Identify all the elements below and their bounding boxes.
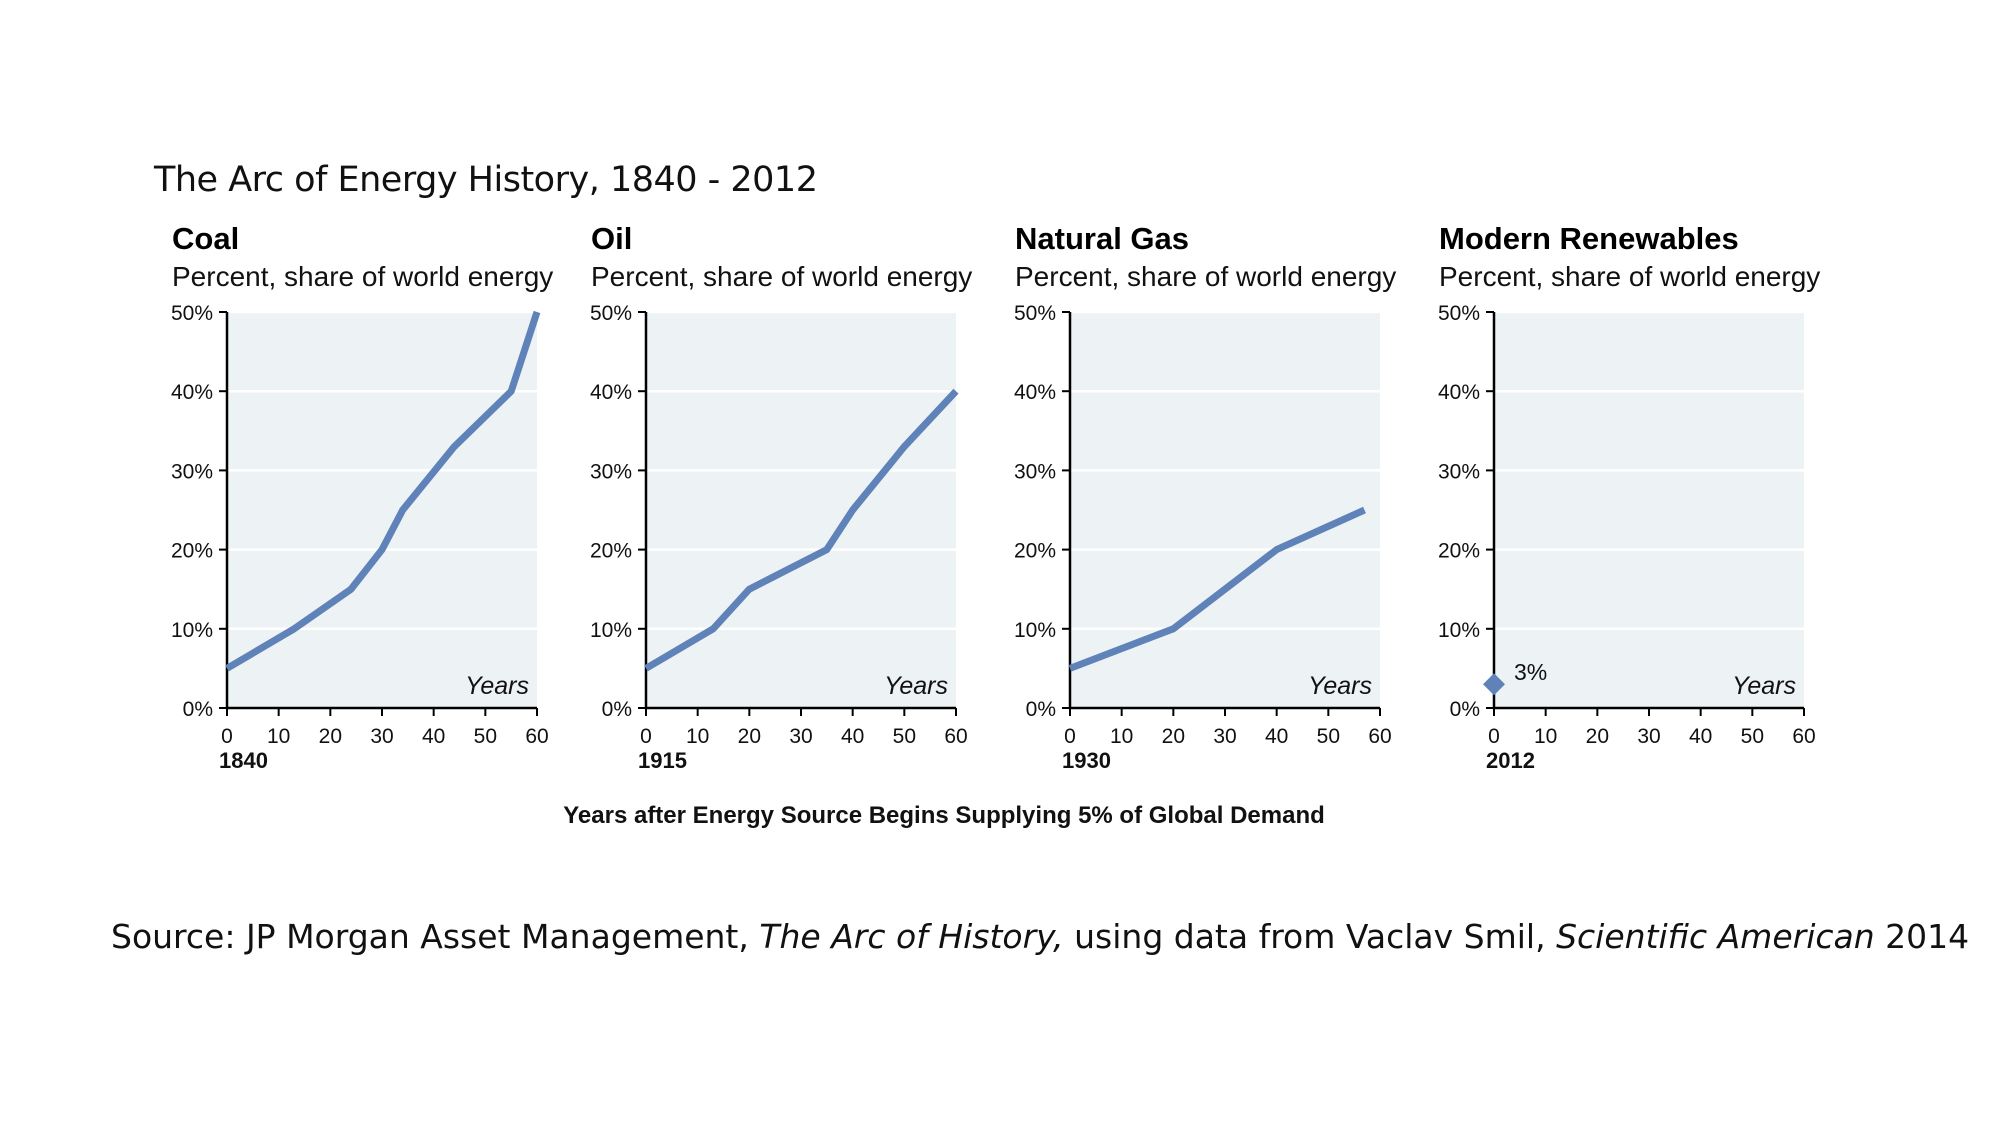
chart-panel-coal: Coal Percent, share of world energy 0% 10% 2… <box>171 221 553 773</box>
x-tick-label: 0 <box>1064 725 1076 748</box>
x-tick-label: 40 <box>1265 725 1288 748</box>
y-tick-label: 0% <box>183 698 213 721</box>
x-tick-label: 0 <box>1488 725 1500 748</box>
y-tick-label: 10% <box>1014 619 1056 642</box>
start-year-label: 2012 <box>1486 748 1535 773</box>
chart-panel-oil: Oil Percent, share of world energy 0% 10% 20… <box>590 221 972 773</box>
x-tick-label: 50 <box>1741 725 1764 748</box>
x-tick-label: 40 <box>1689 725 1712 748</box>
x-tick-label: 20 <box>1162 725 1185 748</box>
y-tick-label: 30% <box>1014 460 1056 483</box>
x-tick-label: 20 <box>319 725 342 748</box>
plot-background <box>227 312 537 708</box>
source-suffix: 2014 <box>1874 917 1970 956</box>
panel-subtitle: Percent, share of world energy <box>1015 261 1396 292</box>
x-tick-label: 50 <box>893 725 916 748</box>
series-line-oil <box>644 388 959 672</box>
y-tick-label: 40% <box>1014 381 1056 404</box>
y-tick-label: 50% <box>1438 302 1480 325</box>
x-tick-label: 10 <box>1534 725 1557 748</box>
source-middle: using data from Vaclav Smil, <box>1063 917 1557 956</box>
years-annotation: Years <box>1308 672 1372 700</box>
y-tick-label: 20% <box>590 540 632 563</box>
start-year-label: 1930 <box>1062 748 1111 773</box>
start-year-label: 1840 <box>219 748 268 773</box>
x-tick-label: 10 <box>267 725 290 748</box>
y-tick-label: 20% <box>171 540 213 563</box>
source-citation: Source: JP Morgan Asset Management, The … <box>111 917 1969 956</box>
plot-background <box>646 312 956 708</box>
x-tick-label: 60 <box>1792 725 1815 748</box>
y-tick-label: 30% <box>590 460 632 483</box>
panel-title: Modern Renewables <box>1439 221 1739 256</box>
x-tick-label: 60 <box>525 725 548 748</box>
y-tick-label: 20% <box>1438 540 1480 563</box>
plot-background <box>1494 312 1804 708</box>
series-line-coal <box>225 310 541 672</box>
y-tick-label: 10% <box>171 619 213 642</box>
data-label: 3% <box>1514 659 1547 685</box>
x-tick-label: 40 <box>841 725 864 748</box>
y-tick-label: 50% <box>1014 302 1056 325</box>
data-point-diamond <box>1483 673 1505 696</box>
y-tick-label: 50% <box>590 302 632 325</box>
x-tick-label: 0 <box>640 725 652 748</box>
chart-panel-natural-gas: Natural Gas Percent, share of world energ… <box>1014 221 1396 773</box>
x-tick-label: 30 <box>1213 725 1236 748</box>
y-tick-label: 30% <box>1438 460 1480 483</box>
y-tick-label: 0% <box>1450 698 1480 721</box>
x-tick-label: 50 <box>1317 725 1340 748</box>
x-tick-label: 30 <box>789 725 812 748</box>
x-tick-label: 10 <box>1110 725 1133 748</box>
years-annotation: Years <box>465 672 529 700</box>
x-tick-label: 50 <box>474 725 497 748</box>
source-work-title: The Arc of History, <box>759 917 1064 956</box>
shared-x-axis-label: Years after Energy Source Begins Supplyi… <box>563 802 1325 829</box>
panel-title: Coal <box>172 221 239 256</box>
y-tick-label: 50% <box>171 302 213 325</box>
y-tick-label: 40% <box>171 381 213 404</box>
y-tick-label: 40% <box>590 381 632 404</box>
panel-title: Oil <box>591 221 632 256</box>
x-tick-label: 30 <box>370 725 393 748</box>
y-tick-label: 30% <box>171 460 213 483</box>
y-tick-label: 0% <box>1026 698 1056 721</box>
x-tick-label: 0 <box>221 725 233 748</box>
x-tick-label: 30 <box>1637 725 1660 748</box>
x-tick-label: 10 <box>686 725 709 748</box>
x-tick-label: 60 <box>1368 725 1391 748</box>
start-year-label: 1915 <box>638 748 687 773</box>
source-journal: Scientific American <box>1556 917 1875 956</box>
x-tick-label: 60 <box>944 725 967 748</box>
x-tick-label: 20 <box>1586 725 1609 748</box>
page-title: The Arc of Energy History, 1840 - 2012 <box>154 160 818 200</box>
panel-title: Natural Gas <box>1015 221 1189 256</box>
y-tick-label: 10% <box>590 619 632 642</box>
plot-background <box>1070 312 1380 708</box>
panel-subtitle: Percent, share of world energy <box>1439 261 1820 292</box>
series-line-natural-gas <box>1068 506 1366 672</box>
x-tick-label: 20 <box>738 725 761 748</box>
x-tick-label: 40 <box>422 725 445 748</box>
y-tick-label: 20% <box>1014 540 1056 563</box>
y-tick-label: 10% <box>1438 619 1480 642</box>
y-tick-label: 40% <box>1438 381 1480 404</box>
chart-panel-modern-renewables: Modern Renewables Percent, share of world… <box>1438 221 1820 773</box>
panel-subtitle: Percent, share of world energy <box>591 261 972 292</box>
panel-subtitle: Percent, share of world energy <box>172 261 553 292</box>
years-annotation: Years <box>884 672 948 700</box>
years-annotation: Years <box>1732 672 1796 700</box>
source-prefix: Source: JP Morgan Asset Management, <box>111 917 760 956</box>
y-tick-label: 0% <box>602 698 632 721</box>
